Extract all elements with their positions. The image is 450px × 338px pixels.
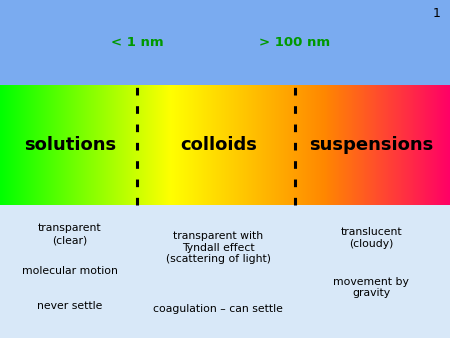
Text: > 100 nm: > 100 nm <box>259 36 330 49</box>
Text: solutions: solutions <box>24 136 116 154</box>
Text: transparent with
Tyndall effect
(scattering of light): transparent with Tyndall effect (scatter… <box>166 231 271 264</box>
Text: molecular motion: molecular motion <box>22 266 118 276</box>
Text: 1: 1 <box>433 7 441 20</box>
Text: colloids: colloids <box>180 136 256 154</box>
Text: coagulation – can settle: coagulation – can settle <box>153 304 283 314</box>
Text: translucent
(cloudy): translucent (cloudy) <box>341 227 402 249</box>
Text: transparent
(clear): transparent (clear) <box>38 223 102 245</box>
Text: never settle: never settle <box>37 301 103 311</box>
Bar <box>0 0 450 85</box>
Bar <box>0 205 450 338</box>
Text: < 1 nm: < 1 nm <box>111 36 163 49</box>
Text: movement by
gravity: movement by gravity <box>333 277 409 298</box>
Text: suspensions: suspensions <box>309 136 433 154</box>
